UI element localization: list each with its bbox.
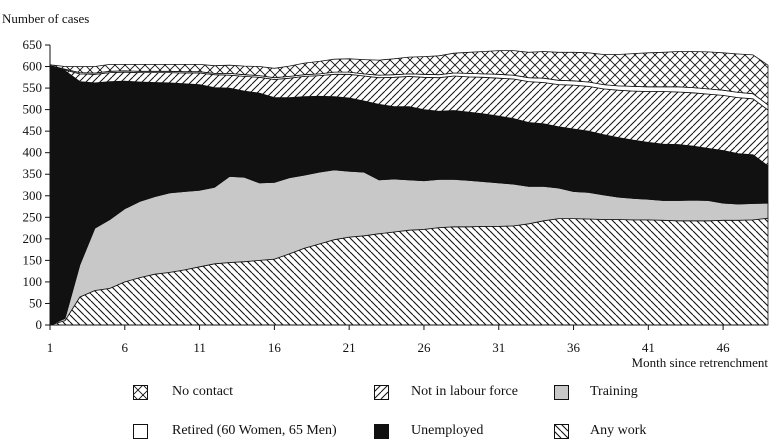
y-tick-label: 100 — [23, 274, 43, 289]
y-tick-label: 300 — [23, 188, 43, 203]
legend-label-training: Training — [590, 384, 638, 399]
legend-label-no-contact: No contact — [172, 384, 234, 399]
x-tick-label: 26 — [417, 340, 431, 355]
y-tick-label: 500 — [23, 102, 43, 117]
legend-swatch-retired — [133, 424, 148, 439]
x-tick-label: 31 — [492, 340, 505, 355]
legend-label-unemployed: Unemployed — [411, 423, 484, 438]
area-layers — [49, 50, 769, 326]
y-tick-label: 50 — [29, 295, 42, 310]
y-tick-label: 350 — [23, 166, 43, 181]
x-tick-label: 46 — [717, 340, 731, 355]
y-tick-label: 150 — [23, 252, 43, 267]
x-tick-label: 36 — [567, 340, 581, 355]
x-tick-label: 6 — [122, 340, 129, 355]
legend-label-retired: Retired (60 Women, 65 Men) — [172, 423, 337, 438]
y-tick-label: 200 — [23, 231, 43, 246]
x-axis-label: Month since retrenchment — [632, 355, 769, 370]
x-tick-label: 41 — [642, 340, 655, 355]
y-tick-label: 250 — [23, 209, 43, 224]
x-tick-label: 11 — [193, 340, 206, 355]
y-tick-label: 600 — [23, 59, 43, 74]
x-axis-ticks: 1 6 11 16 21 26 31 36 41 46 — [47, 325, 730, 355]
y-tick-label: 400 — [23, 145, 43, 160]
area-no-contact — [49, 50, 769, 106]
legend-swatch-unemployed — [374, 424, 389, 439]
x-tick-label: 21 — [343, 340, 356, 355]
y-tick-label: 0 — [36, 317, 43, 332]
y-tick-label: 650 — [23, 37, 43, 52]
x-tick-label: 1 — [47, 340, 54, 355]
legend-swatch-no-contact — [133, 385, 148, 400]
legend-swatch-training — [554, 385, 569, 400]
y-axis-label: Number of cases — [2, 11, 89, 26]
y-axis-ticks: 0 50 100 150 200 250 300 350 400 450 500 550 600 650 — [23, 37, 50, 332]
x-tick-label: 16 — [268, 340, 282, 355]
legend-swatch-not-in-labour-force — [374, 385, 389, 400]
y-tick-label: 450 — [23, 123, 43, 138]
y-tick-label: 550 — [23, 80, 43, 95]
legend-label-any-work: Any work — [590, 423, 647, 438]
legend-label-not-in-labour-force: Not in labour force — [411, 384, 518, 399]
legend-swatch-any-work — [554, 424, 569, 439]
